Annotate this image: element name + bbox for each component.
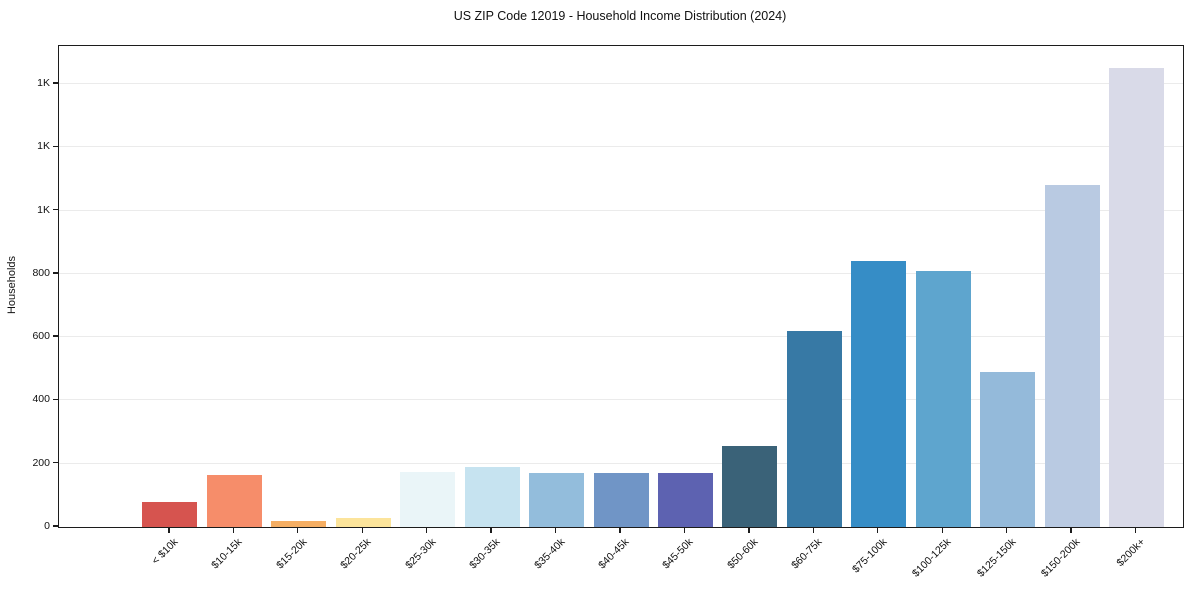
- y-tick-mark: [53, 272, 58, 274]
- y-tick-label: 1K: [37, 76, 50, 89]
- x-tick-mark: [361, 527, 363, 534]
- x-tick-mark: [1005, 527, 1008, 534]
- gridline: [59, 209, 1183, 211]
- x-tick-mark: [877, 527, 879, 534]
- y-tick-label: 800: [32, 266, 50, 279]
- x-tick-mark: [168, 527, 170, 534]
- x-tick-mark: [232, 527, 234, 534]
- bar-$150-200k: [1044, 185, 1100, 527]
- y-tick-mark: [53, 462, 58, 464]
- x-tick-mark: [1134, 527, 1137, 534]
- x-tick-label: < $10k: [149, 536, 181, 567]
- x-tick-mark: [490, 527, 492, 534]
- bar-$100-125k: [915, 270, 971, 527]
- y-tick-label: 0: [44, 520, 50, 532]
- x-tick-mark: [748, 527, 750, 534]
- bar-$125-150k: [980, 371, 1036, 527]
- gridline: [59, 272, 1183, 274]
- bar-$45-50k: [657, 473, 713, 527]
- bar-$20-25k: [335, 517, 391, 527]
- bar-$10-15k: [206, 474, 262, 527]
- bar-$35-40k: [529, 473, 585, 527]
- x-tick-mark: [554, 527, 557, 534]
- bar-$60-75k: [786, 330, 842, 527]
- gridline: [59, 462, 1183, 464]
- y-tick-mark: [53, 398, 58, 401]
- y-tick-mark: [53, 145, 58, 147]
- y-tick-mark: [53, 208, 58, 211]
- chart-title: US ZIP Code 12019 - Household Income Dis…: [453, 9, 787, 23]
- y-tick-label: 400: [32, 393, 50, 406]
- bar-$15-20k: [271, 520, 327, 527]
- bar-$75-100k: [851, 261, 907, 527]
- y-tick-label: 600: [32, 330, 50, 343]
- bar-$50-60k: [722, 446, 778, 527]
- y-tick-mark: [53, 335, 58, 337]
- y-axis-label: Households: [6, 255, 18, 315]
- gridline: [59, 146, 1183, 148]
- x-tick-mark: [1070, 527, 1072, 534]
- x-tick-mark: [812, 527, 815, 534]
- x-tick-mark: [297, 527, 299, 534]
- gridline: [59, 336, 1183, 338]
- x-tick-mark: [941, 527, 943, 534]
- bar-< $10k: [142, 501, 198, 527]
- y-tick-mark: [53, 82, 58, 84]
- x-tick-mark: [425, 527, 428, 534]
- bar-$25-30k: [400, 471, 456, 527]
- y-tick-label: 200: [32, 456, 50, 469]
- bar-$200k+: [1109, 68, 1165, 527]
- plot-area: [58, 45, 1184, 528]
- y-tick-label: 1K: [37, 140, 50, 153]
- bar-$30-35k: [464, 466, 520, 527]
- y-tick-label: 1K: [37, 203, 50, 216]
- gridline: [59, 82, 1183, 84]
- x-tick-mark: [619, 527, 621, 534]
- x-tick-mark: [683, 527, 686, 534]
- y-tick-mark: [53, 525, 58, 527]
- bar-$40-45k: [593, 473, 649, 527]
- gridline: [59, 399, 1183, 401]
